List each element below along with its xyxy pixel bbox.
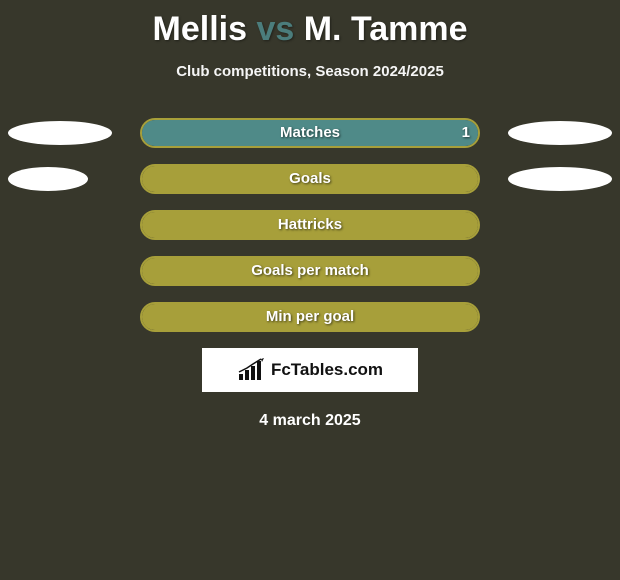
right-ellipse-icon: [508, 121, 612, 145]
vs-text: vs: [256, 10, 294, 48]
left-ellipse-icon: [8, 167, 88, 191]
stat-label: Hattricks: [142, 212, 478, 238]
stat-row: Goals: [0, 164, 620, 194]
bar-track: Matches1: [140, 118, 480, 148]
subtitle: Club competitions, Season 2024/2025: [0, 63, 620, 80]
player2-name: M. Tamme: [304, 10, 468, 48]
left-ellipse-icon: [8, 121, 112, 145]
stat-label: Min per goal: [142, 304, 478, 330]
stat-label: Matches: [142, 120, 478, 146]
stat-row: Goals per match: [0, 256, 620, 286]
comparison-chart: Matches1 Goals Hattricks Goals per match Min…: [0, 118, 620, 332]
date-text: 4 march 2025: [0, 412, 620, 430]
stat-row: Matches1: [0, 118, 620, 148]
stat-row: Hattricks: [0, 210, 620, 240]
stat-label: Goals per match: [142, 258, 478, 284]
bar-track: Min per goal: [140, 302, 480, 332]
bar-track: Goals: [140, 164, 480, 194]
player1-name: Mellis: [153, 10, 247, 48]
right-ellipse-icon: [508, 167, 612, 191]
stat-label: Goals: [142, 166, 478, 192]
bar-track: Hattricks: [140, 210, 480, 240]
brand-text: FcTables.com: [271, 360, 383, 380]
stat-row: Min per goal: [0, 302, 620, 332]
brand-badge: FcTables.com: [202, 348, 418, 392]
bar-track: Goals per match: [140, 256, 480, 286]
stat-value-right: 1: [462, 120, 470, 146]
fctables-logo-icon: [237, 358, 265, 382]
page-title: Mellis vs M. Tamme: [0, 0, 620, 49]
